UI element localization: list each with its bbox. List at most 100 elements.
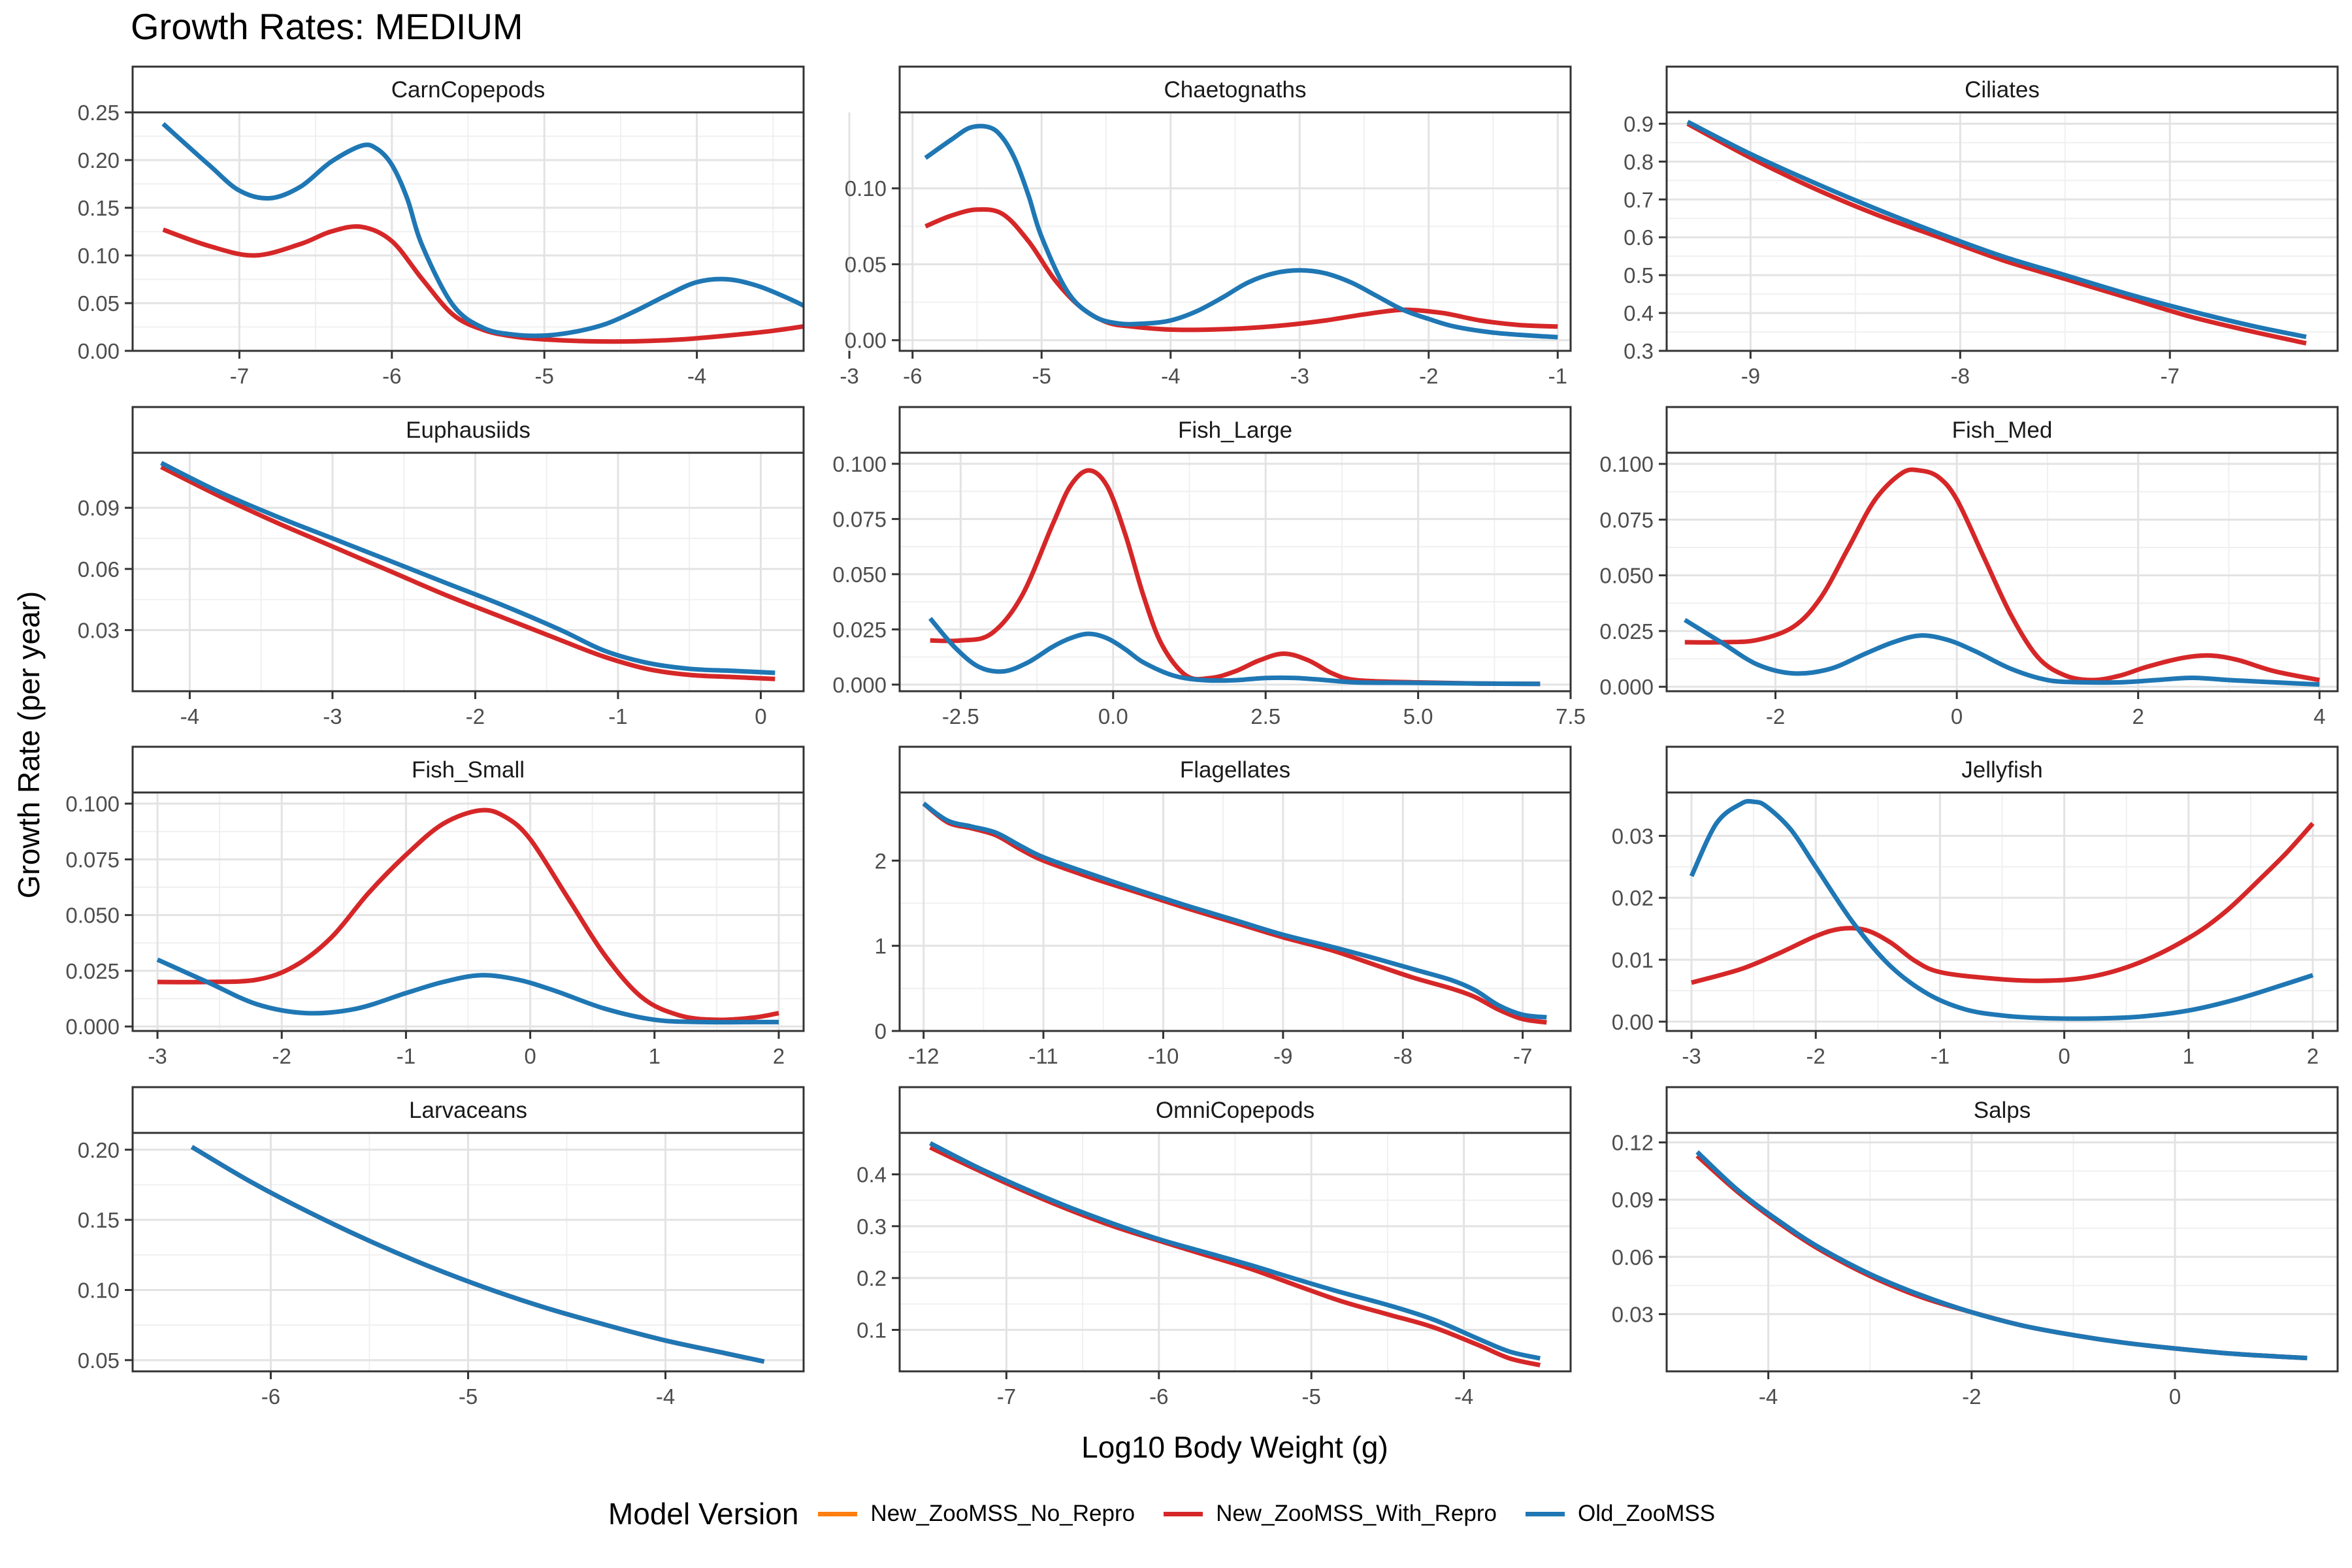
- legend-key: [1525, 1511, 1565, 1516]
- x-tick-label: -2: [1766, 704, 1785, 728]
- y-tick-label: 0.8: [1624, 150, 1654, 174]
- x-tick-label: -3: [148, 1044, 167, 1068]
- series-line-new-zoomss-with-repro: [929, 1145, 1541, 1367]
- y-tick-label: 0.100: [832, 452, 887, 476]
- x-tick-label: -4: [656, 1384, 675, 1409]
- y-tick-label: 0.7: [1624, 188, 1654, 212]
- panel-border: [898, 1132, 1572, 1373]
- x-tick-label: 5.0: [1403, 704, 1433, 728]
- facet-strip-label: Fish_Small: [412, 757, 525, 783]
- facet-strip-label: OmniCopepods: [1156, 1098, 1315, 1123]
- series-line-old-zoomss: [1689, 798, 2314, 1021]
- legend: Model Version New_ZooMSS_No_Repro New_Zo…: [0, 1496, 2352, 1531]
- y-tick-label: 0.05: [78, 291, 120, 316]
- x-tick-label: -12: [908, 1044, 939, 1068]
- series-line-new-zoomss-with-repro: [160, 465, 776, 681]
- panel-border: [131, 791, 805, 1032]
- y-tick-label: 0.6: [1624, 225, 1654, 250]
- y-tick-label: 0.100: [1599, 452, 1654, 476]
- x-tick-label: -10: [1148, 1044, 1179, 1068]
- series-line-new-zoomss-with-repro: [162, 224, 804, 344]
- y-tick-label: 0.20: [78, 148, 120, 172]
- x-tick-label: 2: [773, 1044, 785, 1068]
- x-tick-label: -2.5: [942, 704, 979, 728]
- y-tick-label: 0.00: [78, 339, 120, 363]
- series-line-new-zoomss-with-repro: [157, 808, 779, 1022]
- x-tick-label: 2.5: [1250, 704, 1281, 728]
- y-tick-label: 0.025: [832, 617, 887, 642]
- facet-strip-label: Ciliates: [1965, 77, 2040, 103]
- x-tick-label: 0: [2169, 1384, 2181, 1409]
- y-tick-label: 0.02: [1612, 886, 1654, 910]
- x-tick-label: -2: [1806, 1044, 1825, 1068]
- y-tick-label: 0.025: [1599, 619, 1654, 644]
- plot-area: [133, 453, 804, 691]
- panel-border: [898, 791, 1572, 1032]
- facet-larvaceans: Larvaceans -6 -5 -4 0.05 0.10 0.15 0.20: [78, 1086, 805, 1409]
- x-tick-label: -7: [230, 364, 249, 388]
- y-tick-label: 0.09: [1612, 1188, 1654, 1212]
- series-line-old-zoomss: [156, 957, 779, 1025]
- y-tick-label: 0.25: [78, 101, 120, 125]
- y-tick-label: 0.20: [78, 1138, 120, 1162]
- y-tick-label: 0.050: [1599, 564, 1654, 588]
- x-tick-label: -3: [323, 704, 342, 728]
- series-line-new-zoomss-with-repro: [930, 468, 1541, 687]
- y-tick-label: 0.5: [1624, 263, 1654, 287]
- facet-ciliates: Ciliates -9 -8 -7 0.3 0.4 0.5 0.6 0.7 0.8 0.9: [1624, 65, 2339, 388]
- series-line-new-zoomss-with-repro: [922, 802, 1547, 1025]
- x-tick-label: 2: [2307, 1044, 2319, 1068]
- facet-strip: [898, 1086, 1572, 1134]
- x-tick-label: -3: [1290, 364, 1309, 388]
- y-tick-label: 0.05: [78, 1348, 120, 1373]
- series-line-old-zoomss: [161, 122, 804, 338]
- x-tick-label: -8: [1394, 1044, 1413, 1068]
- x-tick-label: -2: [1419, 364, 1438, 388]
- y-tick-label: 0.075: [65, 847, 120, 872]
- panel-border: [131, 111, 805, 352]
- facet-strip-label: Euphausiids: [406, 417, 531, 443]
- y-tick-label: 0.10: [78, 1278, 120, 1302]
- y-tick-label: 0.075: [1599, 508, 1654, 532]
- y-tick-label: 0.050: [65, 904, 120, 928]
- facet-strip-label: Fish_Large: [1178, 417, 1292, 443]
- x-tick-label: -9: [1273, 1044, 1292, 1068]
- facet-strip: [1665, 745, 2339, 794]
- x-tick-label: -11: [1028, 1044, 1058, 1068]
- x-tick-label: -5: [1032, 364, 1051, 388]
- x-tick-label: -4: [687, 364, 706, 388]
- y-tick-label: 0.12: [1612, 1131, 1654, 1155]
- y-tick-label: 0.3: [1624, 339, 1654, 363]
- panel-border: [898, 451, 1572, 693]
- x-tick-label: 0: [755, 704, 766, 728]
- facet-strip-label: Larvaceans: [409, 1098, 527, 1123]
- y-tick-label: 0.050: [832, 563, 887, 587]
- x-tick-label: 0: [2058, 1044, 2070, 1068]
- y-tick-label: 0.075: [832, 507, 887, 531]
- facet-strip-label: CarnCopepods: [391, 77, 545, 103]
- facet-strip: [898, 745, 1572, 794]
- y-tick-label: 0.1: [857, 1318, 887, 1343]
- legend-label: New_ZooMSS_With_Repro: [1216, 1501, 1497, 1526]
- y-tick-label: 0: [875, 1019, 887, 1043]
- legend-item-new-zoomss-with-repro: New_ZooMSS_With_Repro: [1164, 1501, 1497, 1527]
- plot-area: [1667, 1133, 2338, 1371]
- series-line-old-zoomss: [1695, 1150, 2308, 1361]
- plot-area: [900, 453, 1571, 691]
- series-line-old-zoomss: [928, 617, 1541, 687]
- y-tick-label: 0.01: [1612, 948, 1654, 972]
- x-tick-label: -1: [1548, 364, 1567, 388]
- series-line-old-zoomss: [1686, 120, 2307, 340]
- x-tick-label: -4: [1161, 364, 1180, 388]
- series-line-new-zoomss-with-repro: [1691, 822, 2315, 985]
- y-tick-label: 0.000: [832, 673, 887, 697]
- y-tick-label: 0.05: [845, 252, 887, 276]
- y-tick-label: 0.03: [1612, 1302, 1654, 1326]
- x-tick-label: -1: [1931, 1044, 1950, 1068]
- facet-chaetognaths: Chaetognaths -6 -5 -4 -3 -2 -1 0.00 0.05 0.10: [845, 65, 1572, 388]
- y-tick-label: 0.00: [1612, 1010, 1654, 1034]
- x-tick-label: -2: [1962, 1384, 1981, 1409]
- plot-area: [1667, 453, 2338, 691]
- x-tick-label: -7: [2161, 364, 2180, 388]
